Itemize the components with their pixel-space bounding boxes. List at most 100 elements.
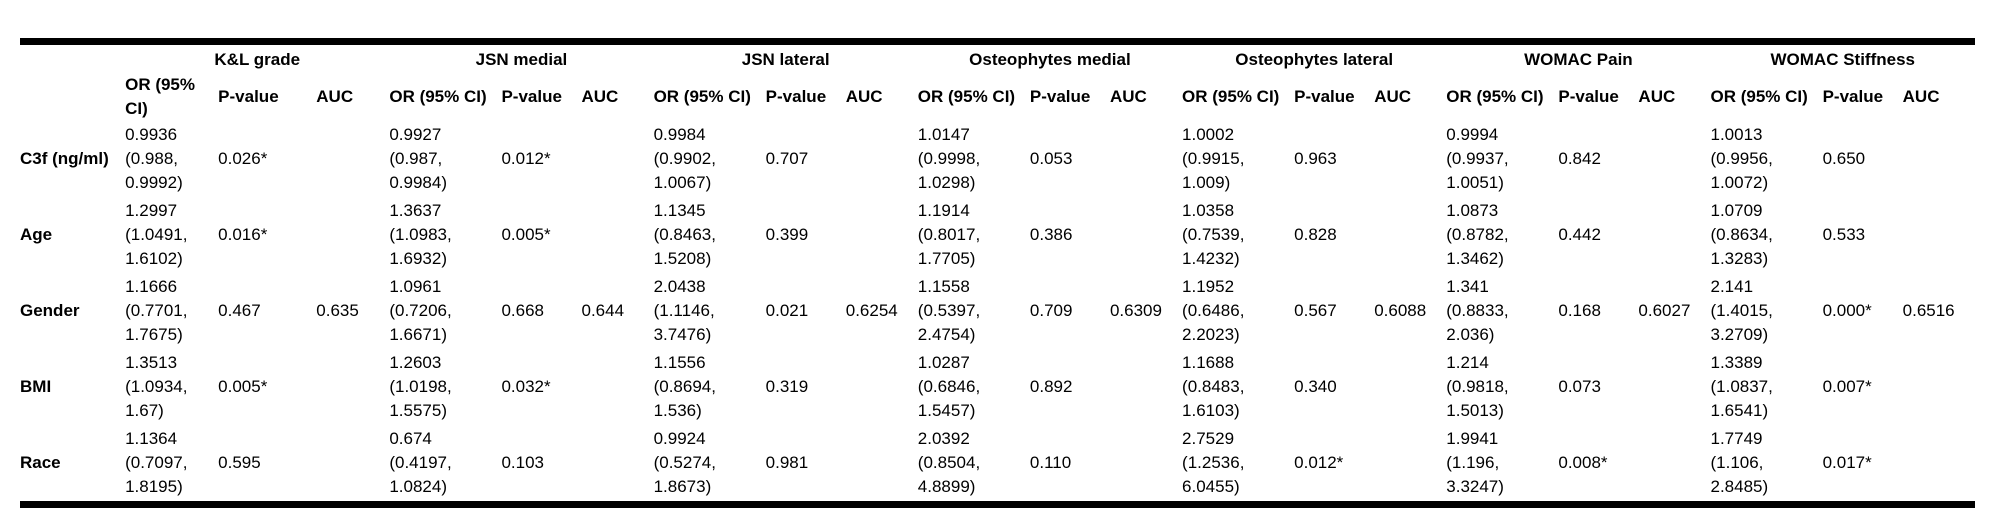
subheader-womac-stiffness-auc: AUC — [1902, 87, 1940, 106]
p-value-cell: 0.707 — [765, 149, 809, 168]
or-ci-cell: 1.0147 (0.9998, 1.0298) — [917, 125, 981, 192]
auc-cell — [316, 197, 389, 273]
table-body: C3f (ng/ml) 0.9936 (0.988, 0.9992) 0.026* 0… — [20, 121, 1975, 505]
subheader-jsn-medial-p-value: P-value — [501, 87, 562, 106]
p-value-cell: 0.892 — [1029, 377, 1073, 396]
p-value-cell: 0.000* — [1822, 301, 1872, 320]
or-ci-cell: 1.0002 (0.9915, 1.009) — [1182, 125, 1245, 192]
p-value-cell: 0.319 — [765, 377, 809, 396]
auc-cell — [1110, 121, 1182, 197]
subheader-osteophytes-medial-auc: AUC — [1109, 87, 1147, 106]
subheader-row: OR (95% CI) P-value AUC OR (95% CI) P-value A… — [20, 73, 1975, 121]
or-ci-cell: 2.0392 (0.8504, 4.8899) — [917, 429, 981, 496]
subheader-womac-pain-or-95-ci: OR (95% CI) — [1446, 87, 1544, 106]
p-value-cell: 0.842 — [1558, 149, 1601, 168]
subheader-osteophytes-lateral-p-value: P-value — [1294, 87, 1355, 106]
p-value-cell: 0.005* — [501, 225, 551, 244]
table-row-age: Age 1.2997 (1.0491, 1.6102) 0.016* 1.3637 (… — [20, 197, 1975, 273]
p-value-cell: 0.399 — [765, 225, 809, 244]
auc-cell — [846, 121, 918, 197]
or-ci-cell: 1.1345 (0.8463, 1.5208) — [653, 201, 716, 268]
group-header-osteophytes-lateral: Osteophytes lateral — [1235, 50, 1394, 69]
group-header-k-l-grade: K&L grade — [214, 50, 301, 69]
auc-cell — [582, 121, 654, 197]
p-value-cell: 0.012* — [1294, 453, 1344, 472]
auc-cell — [582, 349, 654, 425]
p-value-cell: 0.110 — [1029, 453, 1072, 472]
or-ci-cell: 1.1688 (0.8483, 1.6103) — [1182, 353, 1245, 420]
p-value-cell: 0.008* — [1558, 453, 1608, 472]
or-ci-cell: 1.0709 (0.8634, 1.3283) — [1710, 201, 1773, 268]
auc-cell — [1903, 425, 1975, 505]
auc-cell: 0.6027 — [1638, 301, 1691, 320]
table-row-bmi: BMI 1.3513 (1.0934, 1.67) 0.005* 1.2603 (1.… — [20, 349, 1975, 425]
auc-cell — [1903, 121, 1975, 197]
auc-cell — [316, 349, 389, 425]
or-ci-cell: 1.0961 (0.7206, 1.6671) — [389, 277, 452, 344]
or-ci-cell: 1.1364 (0.7097, 1.8195) — [125, 429, 188, 496]
auc-cell: 0.635 — [316, 301, 359, 320]
p-value-cell: 0.533 — [1822, 225, 1866, 244]
or-ci-cell: 1.7749 (1.106, 2.8485) — [1710, 429, 1769, 496]
p-value-cell: 0.053 — [1029, 149, 1073, 168]
or-ci-cell: 0.9994 (0.9937, 1.0051) — [1446, 125, 1509, 192]
or-ci-cell: 1.1556 (0.8694, 1.536) — [653, 353, 716, 420]
table-row-race: Race 1.1364 (0.7097, 1.8195) 0.595 0.674 (0… — [20, 425, 1975, 505]
or-ci-cell: 1.0358 (0.7539, 1.4232) — [1182, 201, 1245, 268]
auc-cell — [582, 425, 654, 505]
row-label-age: Age — [20, 225, 53, 244]
or-ci-cell: 1.2997 (1.0491, 1.6102) — [125, 201, 188, 268]
or-ci-cell: 1.0873 (0.8782, 1.3462) — [1446, 201, 1509, 268]
or-ci-cell: 1.1914 (0.8017, 1.7705) — [917, 201, 981, 268]
auc-cell: 0.6088 — [1374, 301, 1427, 320]
or-ci-cell: 1.0013 (0.9956, 1.0072) — [1710, 125, 1773, 192]
auc-cell — [846, 197, 918, 273]
row-label-bmi: BMI — [20, 377, 52, 396]
or-ci-cell: 1.3637 (1.0983, 1.6932) — [389, 201, 452, 268]
auc-cell — [1374, 197, 1446, 273]
p-value-cell: 0.981 — [765, 453, 809, 472]
p-value-cell: 0.016* — [218, 225, 268, 244]
table-row-c3f-ng-ml: C3f (ng/ml) 0.9936 (0.988, 0.9992) 0.026* 0… — [20, 121, 1975, 197]
or-ci-cell: 1.1952 (0.6486, 2.2023) — [1182, 277, 1245, 344]
or-ci-cell: 0.9936 (0.988, 0.9992) — [125, 125, 183, 192]
subheader-jsn-medial-auc: AUC — [581, 87, 619, 106]
p-value-cell: 0.709 — [1029, 301, 1073, 320]
group-header-womac-stiffness: WOMAC Stiffness — [1770, 50, 1915, 69]
auc-cell: 0.6254 — [845, 301, 898, 320]
table-row-gender: Gender 1.1666 (0.7701, 1.7675) 0.467 0.635 1… — [20, 273, 1975, 349]
auc-cell: 0.644 — [581, 301, 625, 320]
odds-ratio-table: K&L grade JSN medial JSN lateral Osteophyte… — [20, 38, 1975, 508]
or-ci-cell: 1.0287 (0.6846, 1.5457) — [917, 353, 981, 420]
p-value-cell: 0.386 — [1029, 225, 1073, 244]
subheader-womac-pain-auc: AUC — [1638, 87, 1676, 106]
subheader-k-l-grade-auc: AUC — [316, 87, 354, 106]
or-ci-cell: 0.674 (0.4197, 1.0824) — [389, 429, 452, 496]
p-value-cell: 0.340 — [1294, 377, 1337, 396]
auc-cell — [1638, 349, 1710, 425]
group-header-jsn-medial: JSN medial — [475, 50, 568, 69]
or-ci-cell: 1.2603 (1.0198, 1.5575) — [389, 353, 452, 420]
auc-cell — [1638, 197, 1710, 273]
table-header: K&L grade JSN medial JSN lateral Osteophyte… — [20, 42, 1975, 122]
or-ci-cell: 1.9941 (1.196, 3.3247) — [1446, 429, 1504, 496]
subheader-jsn-medial-or-95-ci: OR (95% CI) — [389, 87, 487, 106]
subheader-womac-stiffness-p-value: P-value — [1822, 87, 1884, 106]
p-value-cell: 0.012* — [501, 149, 551, 168]
subheader-osteophytes-lateral-or-95-ci: OR (95% CI) — [1182, 87, 1280, 106]
subheader-womac-pain-p-value: P-value — [1558, 87, 1619, 106]
or-ci-cell: 1.3513 (1.0934, 1.67) — [125, 353, 188, 420]
or-ci-cell: 1.214 (0.9818, 1.5013) — [1446, 353, 1509, 420]
or-ci-cell: 0.9924 (0.5274, 1.8673) — [653, 429, 716, 496]
subheader-jsn-lateral-auc: AUC — [845, 87, 883, 106]
auc-cell — [1374, 121, 1446, 197]
auc-cell — [1638, 425, 1710, 505]
group-header-womac-pain: WOMAC Pain — [1524, 50, 1633, 69]
auc-cell — [1903, 349, 1975, 425]
or-ci-cell: 2.7529 (1.2536, 6.0455) — [1182, 429, 1245, 496]
auc-cell — [1110, 197, 1182, 273]
subheader-jsn-lateral-or-95-ci: OR (95% CI) — [653, 87, 751, 106]
row-label-c3f-ng-ml: C3f (ng/ml) — [20, 149, 109, 168]
p-value-cell: 0.021 — [765, 301, 809, 320]
corner-cell — [20, 42, 125, 122]
